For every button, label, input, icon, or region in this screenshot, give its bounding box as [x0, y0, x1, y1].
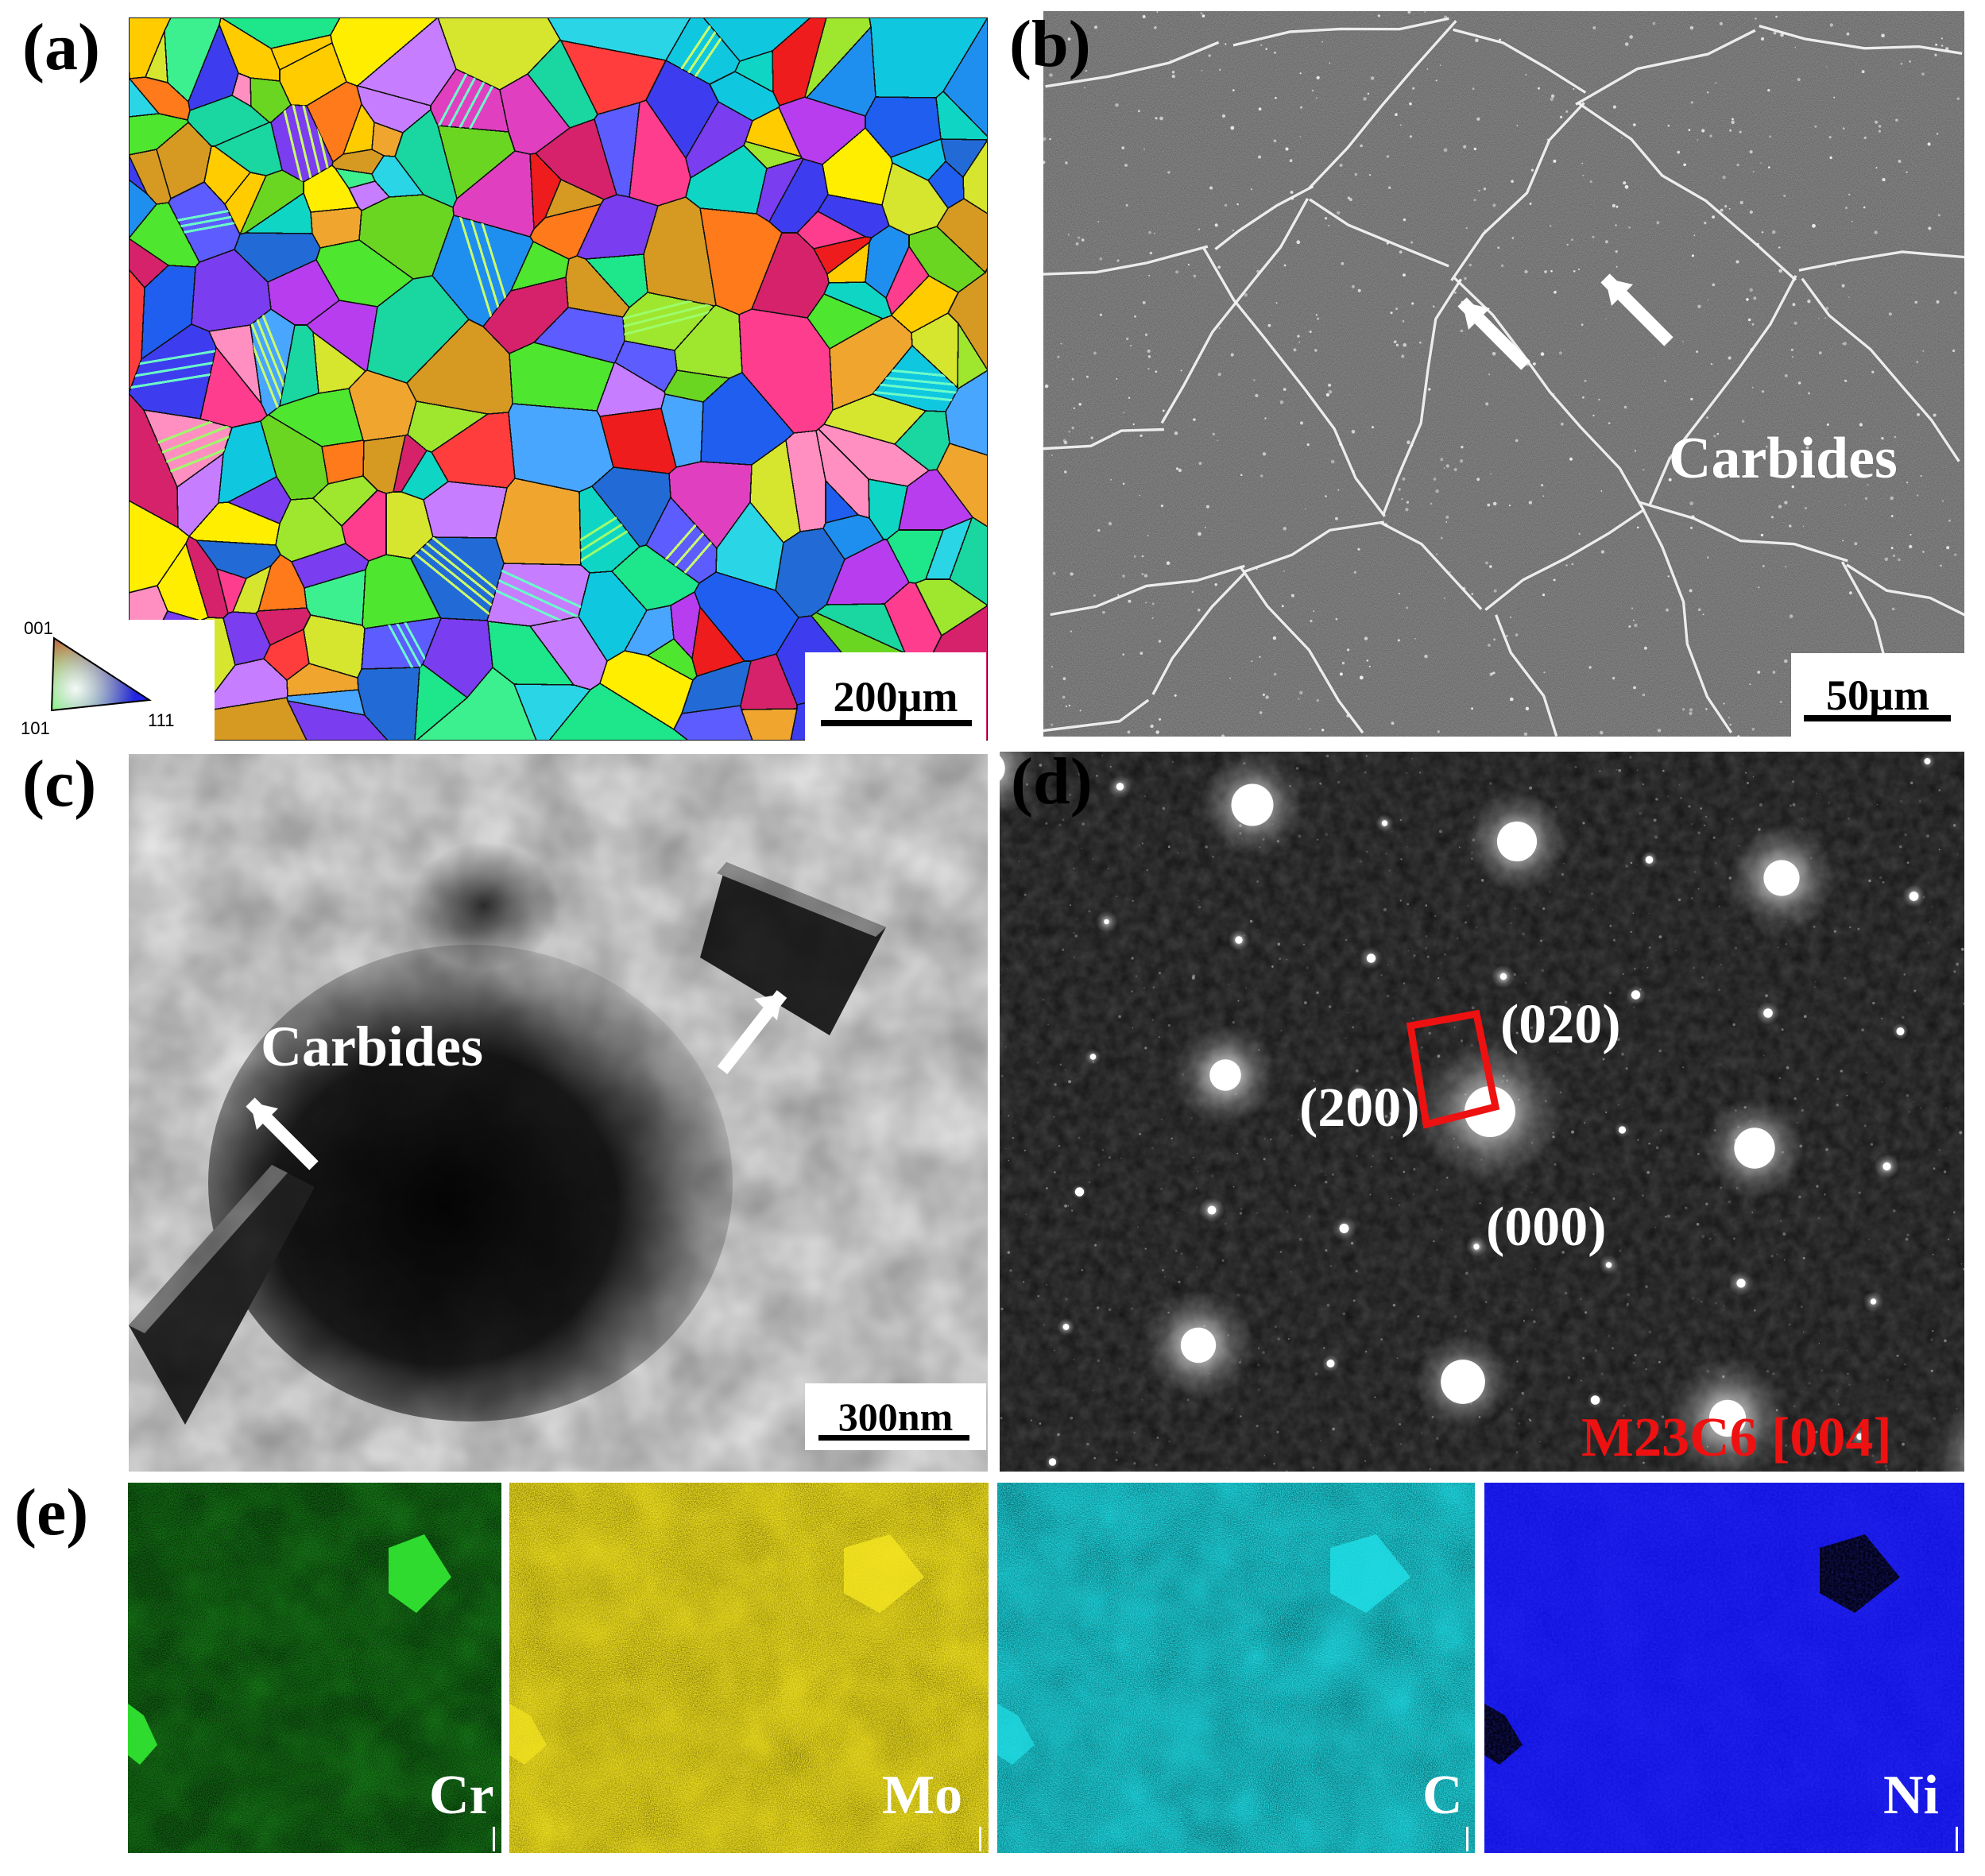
svg-text:101: 101: [21, 718, 50, 738]
svg-text:001: 001: [24, 621, 53, 638]
svg-text:111: 111: [148, 710, 174, 730]
